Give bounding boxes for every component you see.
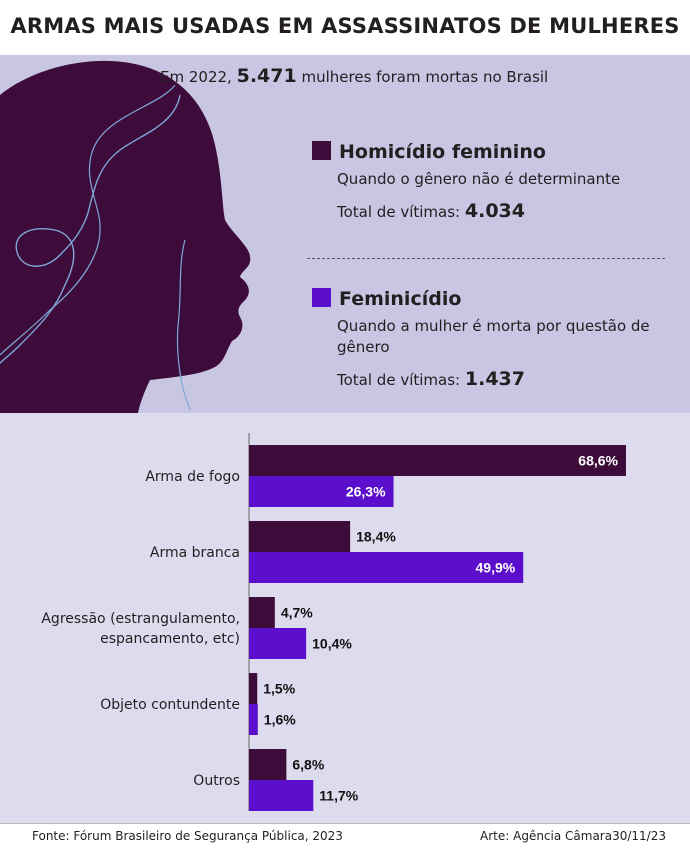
hero-panel: Em 2022, 5.471 mulheres foram mortas no … — [0, 55, 690, 413]
source-note: Fonte: Fórum Brasileiro de Segurança Púb… — [32, 829, 343, 843]
data-label: 10,4% — [312, 636, 352, 652]
footer-rule — [0, 823, 690, 824]
category-label: Outros — [193, 773, 240, 789]
credit-note: Arte: Agência Câmara30/11/23 — [480, 829, 666, 843]
homicidio-total-value: 4.034 — [464, 200, 525, 222]
data-label: 49,9% — [476, 560, 516, 576]
category-label: Arma branca — [150, 545, 240, 561]
data-label: 18,4% — [356, 529, 396, 545]
bar — [249, 704, 258, 735]
woman-silhouette-icon — [0, 60, 251, 413]
bar — [249, 597, 275, 628]
category-label: Arma de fogo — [145, 469, 240, 485]
intro-number: 5.471 — [236, 65, 297, 87]
data-label: 1,5% — [263, 681, 295, 697]
homicidio-desc: Quando o gênero não é determinante — [337, 170, 621, 188]
feminicidio-total: Total de vítimas: 1.437 — [337, 368, 657, 390]
category-label: Objeto contundente — [100, 697, 240, 713]
homicidio-name: Homicídio feminino — [339, 141, 546, 163]
homicidio-swatch-icon — [312, 141, 331, 160]
data-label: 26,3% — [346, 484, 386, 500]
legend-homicidio: Homicídio feminino Quando o gênero não é… — [312, 141, 657, 222]
homicidio-total: Total de vítimas: 4.034 — [337, 200, 657, 222]
data-label: 6,8% — [292, 757, 324, 773]
bar — [249, 521, 351, 552]
feminicidio-total-value: 1.437 — [464, 368, 525, 390]
intro-prefix: Em 2022, — [160, 68, 232, 86]
bar — [249, 476, 394, 507]
feminicidio-total-label: Total de vítimas: — [337, 371, 461, 389]
data-label: 1,6% — [264, 712, 296, 728]
bar — [249, 780, 314, 811]
bar — [249, 445, 626, 476]
data-label: 11,7% — [319, 788, 358, 804]
bar — [249, 552, 524, 583]
data-label: 4,7% — [281, 605, 313, 621]
homicidio-total-label: Total de vítimas: — [337, 203, 461, 221]
feminicidio-name: Feminicídio — [339, 288, 462, 310]
intro-text: Em 2022, 5.471 mulheres foram mortas no … — [160, 65, 548, 87]
data-label: 68,6% — [578, 453, 618, 469]
feminicidio-desc: Quando a mulher é morta por questão de g… — [337, 317, 650, 356]
bar — [249, 749, 287, 780]
bar — [249, 628, 307, 659]
bar-chart: Arma de fogo 68,6% 26,3% Arma branca 18,4% 49… — [41, 433, 626, 811]
category-label: espancamento, etc) — [100, 631, 240, 647]
divider — [307, 258, 665, 259]
intro-suffix: mulheres foram mortas no Brasil — [301, 68, 549, 86]
feminicidio-swatch-icon — [312, 288, 331, 307]
page-title: ARMAS MAIS USADAS EM ASSASSINATOS DE MUL… — [10, 14, 680, 38]
bar — [249, 673, 258, 704]
legend-feminicidio: Feminicídio Quando a mulher é morta por … — [312, 288, 657, 390]
category-label: Agressão (estrangulamento, — [41, 611, 240, 627]
